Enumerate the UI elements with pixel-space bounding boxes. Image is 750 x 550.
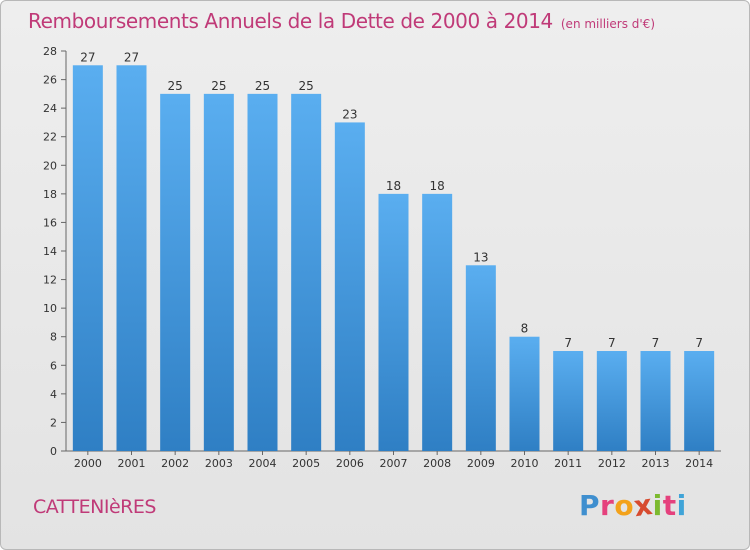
bar-value-label: 25 bbox=[255, 79, 270, 93]
y-tick-label: 8 bbox=[50, 331, 57, 344]
bar-value-label: 25 bbox=[299, 79, 314, 93]
bar bbox=[465, 265, 496, 451]
y-tick-label: 26 bbox=[43, 74, 57, 87]
y-tick-label: 4 bbox=[50, 388, 57, 401]
x-tick-label: 2002 bbox=[161, 457, 189, 470]
y-tick-label: 24 bbox=[43, 102, 57, 115]
bar bbox=[247, 93, 278, 451]
y-tick-label: 28 bbox=[43, 45, 57, 58]
bar bbox=[422, 193, 453, 451]
x-tick-label: 2011 bbox=[554, 457, 582, 470]
x-tick-label: 2001 bbox=[118, 457, 146, 470]
y-tick-label: 16 bbox=[43, 216, 57, 229]
logo-letter: i bbox=[652, 489, 663, 522]
y-tick-label: 6 bbox=[50, 359, 57, 372]
y-tick-label: 10 bbox=[43, 302, 57, 315]
bar bbox=[291, 93, 322, 451]
y-tick-label: 14 bbox=[43, 245, 57, 258]
y-tick-label: 22 bbox=[43, 131, 57, 144]
proxiti-logo: Proxiti bbox=[579, 487, 687, 524]
bar-value-label: 7 bbox=[652, 336, 660, 350]
bar bbox=[203, 93, 234, 451]
logo-letter: x bbox=[631, 487, 655, 524]
x-tick-label: 2000 bbox=[74, 457, 102, 470]
bar-value-label: 18 bbox=[430, 179, 445, 193]
bar-value-label: 27 bbox=[80, 50, 95, 64]
x-tick-label: 2014 bbox=[685, 457, 713, 470]
chart-unit: (en milliers d'€) bbox=[560, 17, 655, 31]
bar-value-label: 7 bbox=[564, 336, 572, 350]
logo-letter: o bbox=[614, 489, 635, 522]
bar bbox=[640, 351, 671, 451]
bar-value-label: 25 bbox=[168, 79, 183, 93]
bar bbox=[116, 65, 147, 452]
bar bbox=[596, 351, 627, 451]
commune-name: CATTENIèRES bbox=[33, 496, 156, 518]
y-tick-label: 20 bbox=[43, 159, 57, 172]
x-tick-label: 2012 bbox=[598, 457, 626, 470]
x-tick-label: 2004 bbox=[249, 457, 277, 470]
bar-value-label: 25 bbox=[211, 79, 226, 93]
logo-letter: r bbox=[600, 489, 615, 522]
bar bbox=[72, 65, 103, 452]
logo-letter: t bbox=[662, 489, 677, 522]
y-tick-label: 2 bbox=[50, 416, 57, 429]
y-tick-label: 12 bbox=[43, 274, 57, 287]
x-tick-label: 2008 bbox=[423, 457, 451, 470]
y-tick-label: 18 bbox=[43, 188, 57, 201]
x-tick-label: 2005 bbox=[292, 457, 320, 470]
bar bbox=[160, 93, 191, 451]
x-tick-label: 2003 bbox=[205, 457, 233, 470]
chart-title: Remboursements Annuels de la Dette de 20… bbox=[28, 9, 655, 33]
x-tick-label: 2007 bbox=[380, 457, 408, 470]
y-tick-label: 0 bbox=[50, 445, 57, 458]
bar bbox=[378, 193, 409, 451]
logo-letter: P bbox=[579, 489, 601, 522]
bar-value-label: 18 bbox=[386, 179, 401, 193]
x-tick-label: 2013 bbox=[642, 457, 670, 470]
bar bbox=[684, 351, 715, 451]
bar-value-label: 7 bbox=[608, 336, 616, 350]
x-tick-label: 2010 bbox=[511, 457, 539, 470]
bar-value-label: 23 bbox=[342, 107, 357, 121]
bar bbox=[553, 351, 584, 451]
x-tick-label: 2009 bbox=[467, 457, 495, 470]
bar bbox=[509, 336, 540, 451]
logo-letter: i bbox=[676, 489, 687, 522]
bar-value-label: 7 bbox=[695, 336, 703, 350]
bar-value-label: 27 bbox=[124, 50, 139, 64]
bar-value-label: 13 bbox=[473, 250, 488, 264]
x-tick-label: 2006 bbox=[336, 457, 364, 470]
bar-value-label: 8 bbox=[521, 322, 529, 336]
chart-title-text: Remboursements Annuels de la Dette de 20… bbox=[28, 9, 553, 33]
bar bbox=[334, 122, 365, 451]
